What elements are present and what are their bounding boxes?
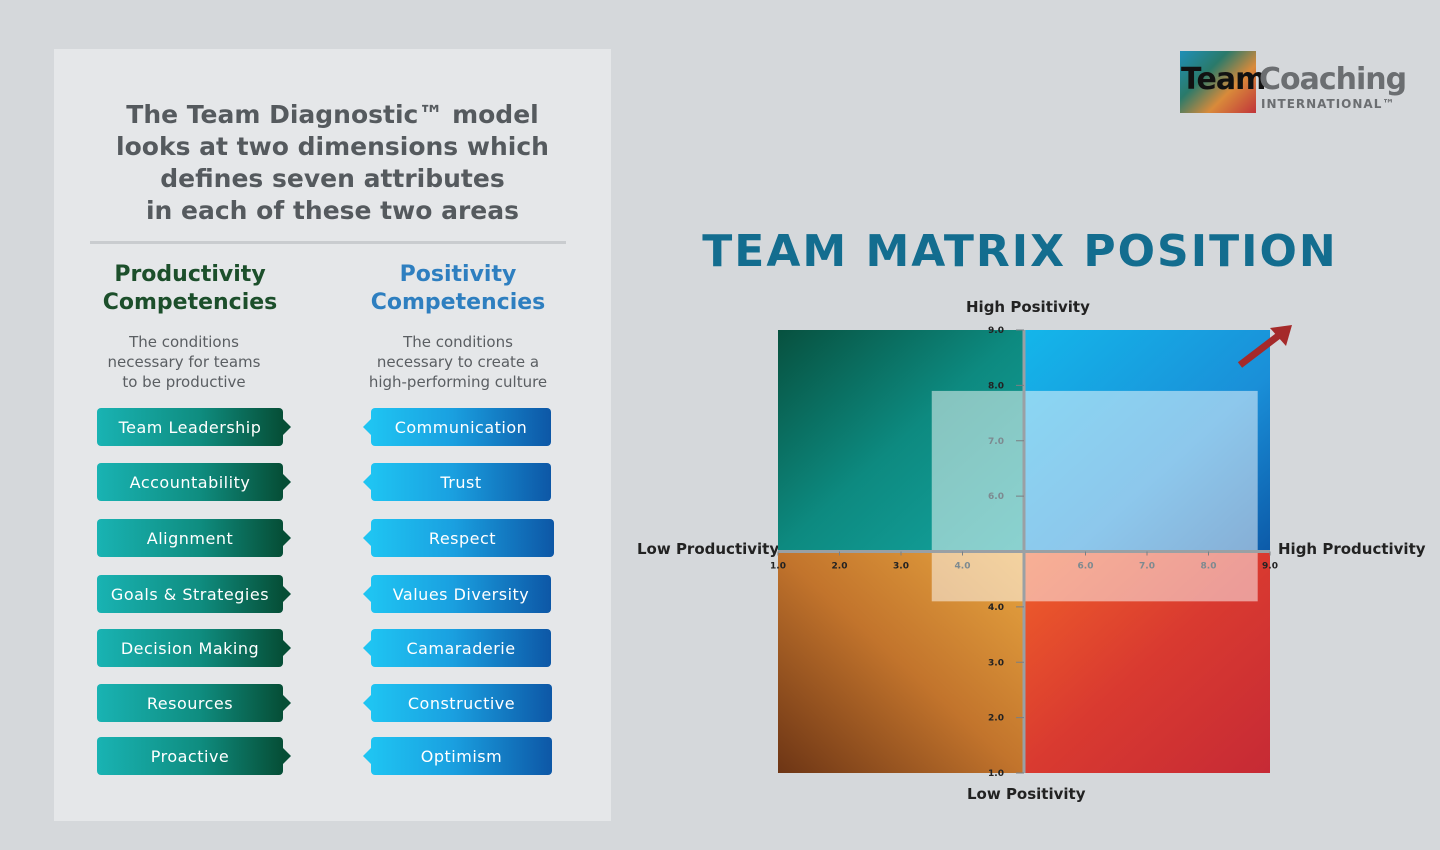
y-tick-label: 6.0 [988, 492, 1004, 502]
productivity-item: Team Leadership [97, 408, 291, 446]
y-tick-label: 3.0 [988, 658, 1004, 668]
positivity-item: Respect [363, 519, 554, 557]
y-tick-label: 2.0 [988, 714, 1004, 724]
arrow-head-icon [1270, 325, 1292, 346]
positivity-item: Values Diversity [363, 575, 551, 613]
matrix-title: TEAM MATRIX POSITION [702, 226, 1338, 277]
positivity-item: Optimism [363, 737, 552, 775]
positivity-item: Trust [363, 463, 551, 501]
y-tick-label: 9.0 [988, 326, 1004, 336]
positivity-item: Camaraderie [363, 629, 551, 667]
panel-title: The Team Diagnostic™ model looks at two … [116, 100, 549, 225]
arrow-shaft [1237, 330, 1285, 368]
y-tick-label: 8.0 [988, 381, 1004, 391]
x-tick-label: 8.0 [1201, 562, 1217, 572]
team-coaching-logo: Team Coaching INTERNATIONAL™ [1180, 50, 1407, 116]
matrix-chart: 1.0 2.0 3.0 4.0 6.0 7.0 8.0 9.0 1.0 2.0 3.0 4.0 6.0 7… [770, 325, 1292, 779]
productivity-item: Accountability [97, 463, 291, 501]
logo-international-text: INTERNATIONAL™ [1261, 97, 1396, 111]
x-tick-label: 6.0 [1078, 562, 1094, 572]
logo-team-text: Team [1181, 62, 1266, 97]
y-tick-label: 4.0 [988, 603, 1004, 613]
x-tick-label: 3.0 [893, 562, 909, 572]
divider [90, 241, 566, 244]
positivity-description: The conditions necessary to create a hig… [368, 333, 548, 391]
x-tick-label: 9.0 [1262, 562, 1278, 572]
logo-coaching-text: Coaching [1259, 62, 1407, 97]
productivity-item: Decision Making [97, 629, 291, 667]
productivity-item: Proactive [97, 737, 291, 775]
x-tick-label: 1.0 [770, 562, 786, 572]
competencies-panel: The Team Diagnostic™ model looks at two … [54, 49, 611, 821]
low-productivity-label: Low Productivity [637, 540, 780, 558]
x-tick-label: 7.0 [1139, 562, 1155, 572]
y-tick-label: 7.0 [988, 437, 1004, 447]
y-tick-label: 1.0 [988, 769, 1004, 779]
positivity-item: Constructive [363, 684, 552, 722]
high-productivity-label: High Productivity [1278, 540, 1426, 558]
team-position-region [931, 390, 1258, 602]
productivity-item: Resources [97, 684, 291, 722]
high-positivity-label: High Positivity [966, 298, 1090, 316]
productivity-item: Goals & Strategies [97, 575, 291, 613]
logo-square-icon [1180, 51, 1256, 113]
productivity-item: Alignment [97, 519, 291, 557]
x-tick-label: 4.0 [955, 562, 971, 572]
positivity-item: Communication [363, 408, 551, 446]
positivity-heading: Positivity Competencies [370, 262, 546, 315]
productivity-heading: Productivity Competencies [102, 262, 278, 315]
x-tick-label: 2.0 [832, 562, 848, 572]
productivity-description: The conditions necessary for teams to be… [107, 333, 261, 391]
low-positivity-label: Low Positivity [967, 785, 1086, 803]
